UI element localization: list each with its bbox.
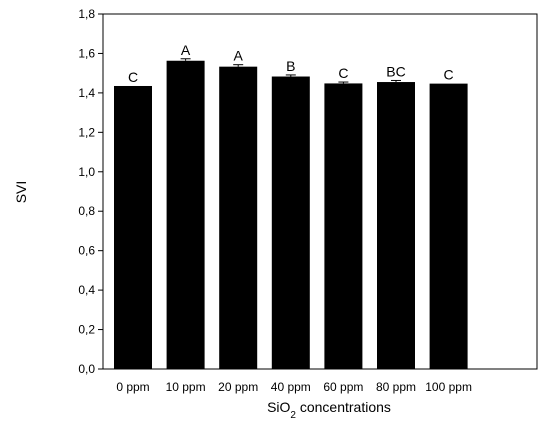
x-axis-title-main: SiO (267, 399, 290, 415)
y-tick-label: 0,2 (78, 323, 95, 337)
bar (377, 82, 415, 369)
bar (114, 86, 152, 369)
x-tick-label: 10 ppm (166, 380, 206, 394)
significance-letter: C (128, 69, 138, 85)
x-tick-label: 0 ppm (116, 380, 149, 394)
bar (324, 83, 362, 369)
x-axis-ticks: 0 ppm 10 ppm 20 ppm 40 ppm 60 ppm 80 ppm 100 p… (116, 380, 472, 394)
y-tick-label: 1,8 (78, 7, 95, 21)
bar (430, 84, 468, 369)
x-tick-label: 100 ppm (425, 380, 472, 394)
x-tick-label: 20 ppm (218, 380, 258, 394)
y-tick-label: 1,0 (78, 165, 95, 179)
bar (219, 67, 257, 369)
x-tick-label: 60 ppm (323, 380, 363, 394)
significance-letter: C (444, 67, 454, 83)
significance-letter: BC (386, 63, 405, 79)
x-tick-label: 80 ppm (376, 380, 416, 394)
significance-letter: B (286, 58, 295, 74)
y-tick-label: 0,6 (78, 244, 95, 258)
y-tick-label: 1,6 (78, 46, 95, 60)
y-tick-label: 0,8 (78, 204, 95, 218)
x-axis-title-rest: concentrations (296, 399, 391, 415)
y-axis-title: SVI (13, 181, 29, 204)
x-tick-label: 40 ppm (271, 380, 311, 394)
y-axis-ticks: 0,0 0,2 0,4 0,6 0,8 1,0 1,2 1,4 1,6 1,8 (78, 7, 103, 376)
y-tick-label: 0,0 (78, 362, 95, 376)
y-tick-label: 0,4 (78, 283, 95, 297)
y-tick-label: 1,2 (78, 125, 95, 139)
bar (167, 61, 205, 369)
significance-letter: C (338, 65, 348, 81)
y-tick-label: 1,4 (78, 86, 95, 100)
bars: CA AB C BC C (114, 42, 468, 369)
bar (272, 77, 310, 369)
significance-letter: A (234, 48, 244, 64)
significance-letter: A (181, 42, 191, 58)
x-axis-title: SiO2 concentrations (267, 399, 391, 421)
